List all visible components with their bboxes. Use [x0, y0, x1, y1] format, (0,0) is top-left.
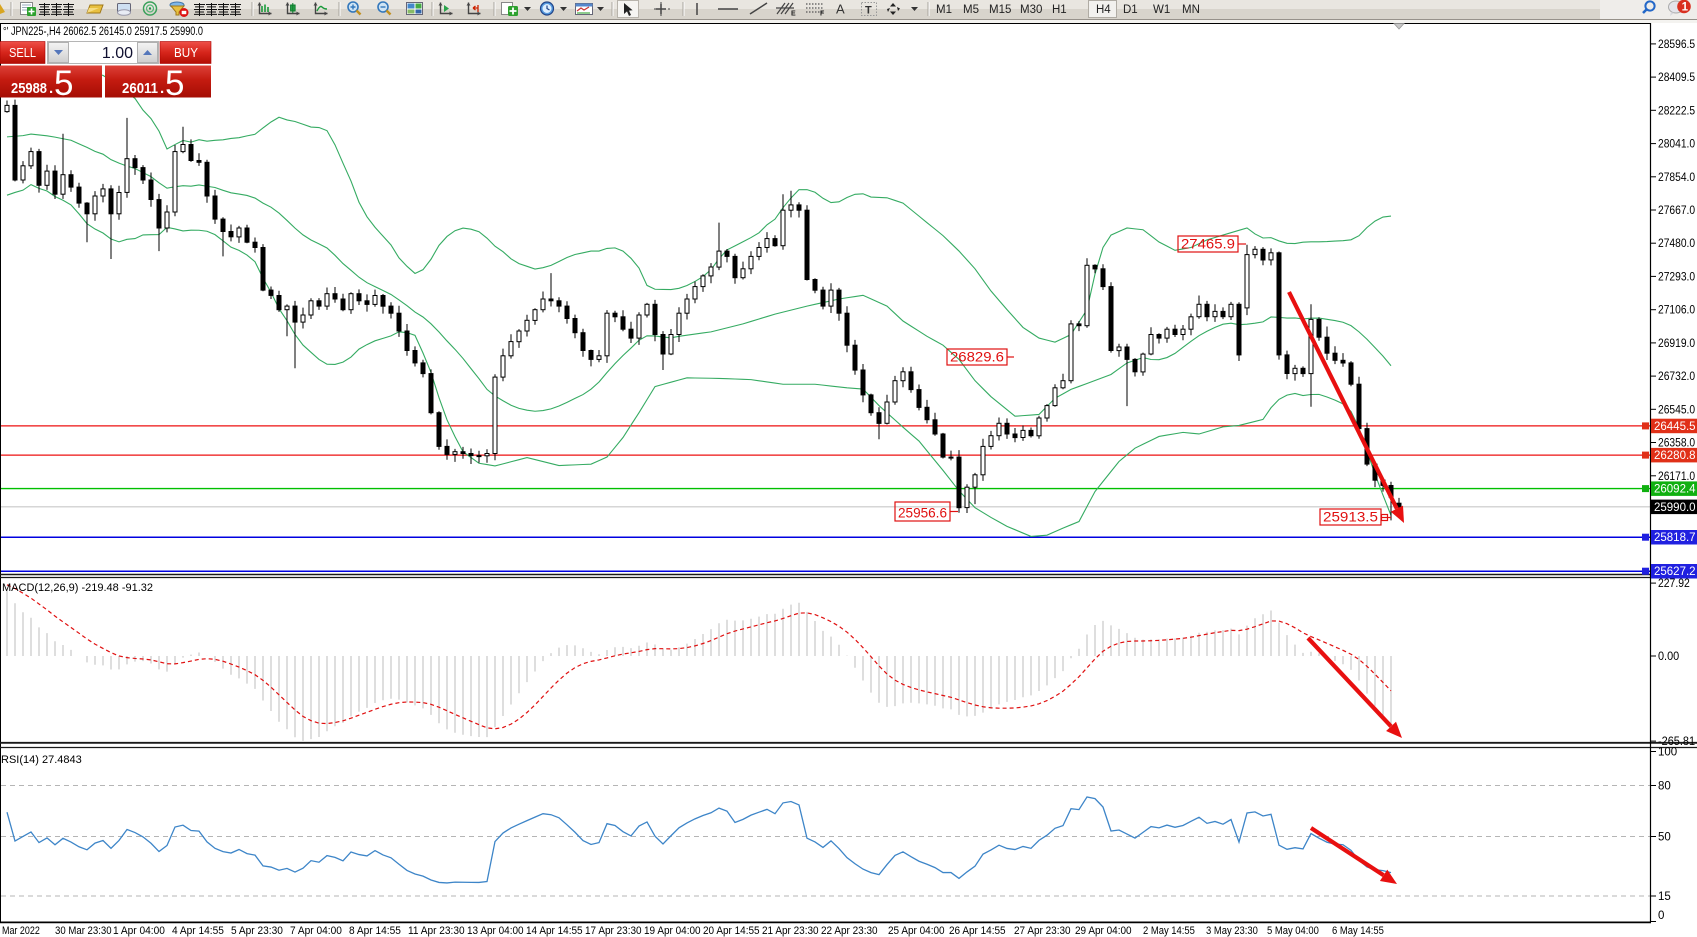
svg-text:0.00: 0.00: [1658, 651, 1679, 663]
svg-text:BUY: BUY: [174, 46, 199, 60]
svg-text:28222.5: 28222.5: [1658, 105, 1695, 117]
svg-text:27667.0: 27667.0: [1658, 205, 1695, 217]
svg-text:25990.0: 25990.0: [1654, 502, 1696, 514]
svg-text:50: 50: [1658, 832, 1671, 844]
svg-text:27854.0: 27854.0: [1658, 172, 1695, 184]
svg-text:26445.5: 26445.5: [1654, 421, 1696, 433]
svg-text:T: T: [865, 5, 872, 17]
svg-text:25913.5: 25913.5: [1323, 510, 1378, 525]
svg-text:2 May 14:55: 2 May 14:55: [1143, 925, 1195, 937]
svg-text:13 Apr 04:00: 13 Apr 04:00: [467, 925, 524, 937]
svg-text:26829.6: 26829.6: [950, 350, 1004, 365]
svg-text:SELL: SELL: [9, 46, 36, 60]
svg-text:7 Apr 04:00: 7 Apr 04:00: [290, 925, 342, 937]
svg-text:27 Apr 23:30: 27 Apr 23:30: [1014, 925, 1071, 937]
svg-text:26545.0: 26545.0: [1658, 404, 1695, 416]
svg-text:27106.0: 27106.0: [1658, 305, 1695, 317]
svg-text:26358.0: 26358.0: [1658, 438, 1695, 450]
svg-text:27465.9: 27465.9: [1181, 237, 1235, 252]
svg-text:1 Apr 04:00: 1 Apr 04:00: [113, 925, 165, 937]
svg-text:E: E: [791, 11, 796, 18]
svg-text:M1: M1: [936, 4, 952, 16]
svg-text:25988: 25988: [11, 81, 47, 97]
svg-text:21 Apr 23:30: 21 Apr 23:30: [762, 925, 819, 937]
svg-text:26092.4: 26092.4: [1654, 484, 1696, 496]
svg-text:3 May 23:30: 3 May 23:30: [1206, 925, 1258, 937]
svg-text:H1: H1: [1052, 4, 1067, 16]
svg-text:A: A: [836, 2, 845, 17]
svg-text:14 Apr 14:55: 14 Apr 14:55: [526, 925, 583, 937]
svg-text:27293.0: 27293.0: [1658, 271, 1695, 283]
svg-text:-265.81: -265.81: [1658, 736, 1695, 748]
svg-text:25627.2: 25627.2: [1654, 566, 1696, 578]
svg-text:80: 80: [1658, 781, 1671, 793]
svg-text:15: 15: [1658, 891, 1671, 903]
svg-text:W1: W1: [1153, 4, 1170, 16]
svg-text:29 Apr 04:00: 29 Apr 04:00: [1075, 925, 1132, 937]
svg-text:5 Apr 23:30: 5 Apr 23:30: [231, 925, 283, 937]
svg-text:RSI(14) 27.4843: RSI(14) 27.4843: [1, 754, 82, 766]
svg-text:M15: M15: [989, 4, 1011, 16]
svg-text:20 Apr 14:55: 20 Apr 14:55: [703, 925, 760, 937]
svg-text:5: 5: [165, 64, 184, 103]
svg-text:25818.7: 25818.7: [1654, 532, 1696, 544]
svg-text:8 Apr 14:55: 8 Apr 14:55: [349, 925, 401, 937]
svg-text:M5: M5: [963, 4, 979, 16]
svg-text:4 Apr 14:55: 4 Apr 14:55: [172, 925, 224, 937]
svg-text:30 Mar 23:30: 30 Mar 23:30: [55, 925, 112, 937]
svg-text:M30: M30: [1020, 4, 1042, 16]
svg-text:26011: 26011: [122, 81, 158, 97]
svg-text:F: F: [820, 11, 825, 18]
svg-text:5 May 04:00: 5 May 04:00: [1267, 925, 1319, 937]
svg-text:5: 5: [54, 64, 73, 103]
svg-text:22 Apr 23:30: 22 Apr 23:30: [821, 925, 878, 937]
svg-text:26171.0: 26171.0: [1658, 471, 1695, 483]
svg-text:°ʹ JPN225-,H4 26062.5 26145.0: °ʹ JPN225-,H4 26062.5 26145.0 25917.5 25…: [3, 26, 203, 38]
svg-text:28041.0: 28041.0: [1658, 139, 1695, 151]
svg-text:27480.0: 27480.0: [1658, 238, 1695, 250]
svg-text:28596.5: 28596.5: [1658, 39, 1695, 51]
svg-text:100: 100: [1658, 747, 1677, 759]
svg-text:6 May 14:55: 6 May 14:55: [1332, 925, 1384, 937]
svg-text:26 Apr 14:55: 26 Apr 14:55: [949, 925, 1006, 937]
svg-text:D1: D1: [1123, 4, 1138, 16]
svg-text:11 Apr 23:30: 11 Apr 23:30: [408, 925, 465, 937]
svg-text:MN: MN: [1182, 4, 1200, 16]
svg-text:Mar 2022: Mar 2022: [2, 925, 40, 937]
svg-text:1.00: 1.00: [102, 45, 133, 62]
svg-text:H4: H4: [1096, 4, 1111, 16]
svg-text:17 Apr 23:30: 17 Apr 23:30: [585, 925, 642, 937]
svg-text:MACD(12,26,9) -219.48 -91.32: MACD(12,26,9) -219.48 -91.32: [2, 582, 153, 594]
svg-text:.: .: [49, 80, 53, 97]
svg-text:25956.6: 25956.6: [898, 506, 947, 521]
svg-text:25 Apr 04:00: 25 Apr 04:00: [888, 925, 945, 937]
svg-text:28409.5: 28409.5: [1658, 72, 1695, 84]
svg-text:26732.0: 26732.0: [1658, 371, 1695, 383]
svg-text:1: 1: [1682, 2, 1689, 14]
svg-text:0: 0: [1658, 910, 1664, 922]
svg-text:.: .: [160, 80, 164, 97]
svg-text:26280.8: 26280.8: [1654, 450, 1696, 462]
svg-text:19 Apr 04:00: 19 Apr 04:00: [644, 925, 701, 937]
svg-text:26919.0: 26919.0: [1658, 338, 1695, 350]
svg-text:227.92: 227.92: [1658, 578, 1690, 590]
